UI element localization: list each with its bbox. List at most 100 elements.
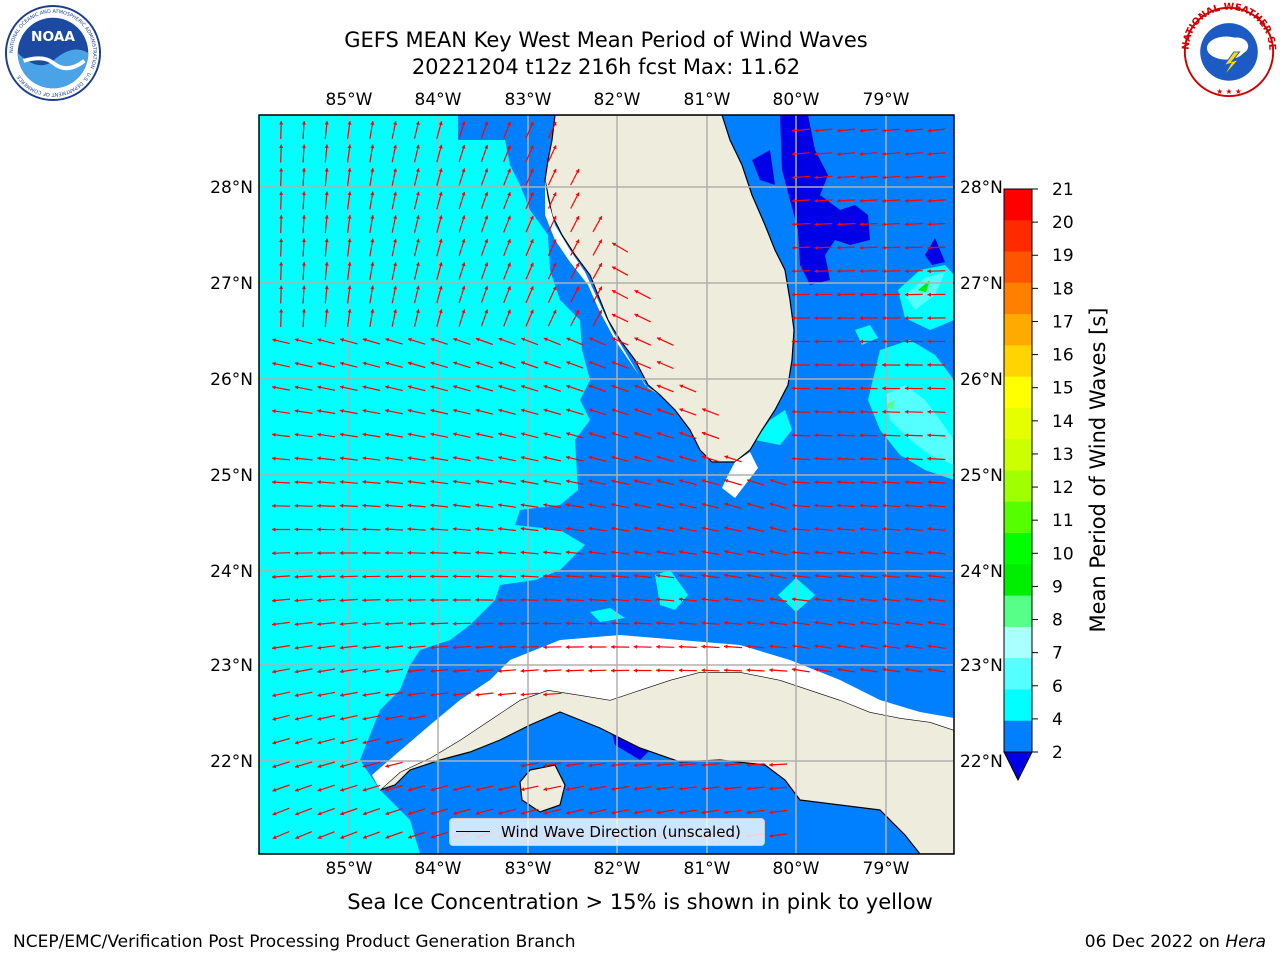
wave-arrow-head	[294, 669, 299, 674]
wave-arrow-head	[611, 573, 615, 578]
wave-arrow-head	[415, 309, 420, 314]
wave-arrow-head	[566, 408, 571, 413]
wave-arrow-head	[461, 191, 466, 196]
colorbar-tick-label: 17	[1052, 312, 1074, 332]
cyan-patch-4	[755, 410, 792, 445]
wave-arrow-head	[507, 309, 511, 314]
wave-arrow-head	[393, 191, 398, 196]
lat-label-right: 24°N	[960, 562, 1003, 582]
wave-arrow-head	[552, 145, 557, 150]
wave-arrow-head	[294, 622, 299, 627]
wave-period-lt2-fill-3	[752, 150, 775, 185]
wave-arrow-head	[317, 622, 321, 627]
wave-arrow-head	[317, 811, 322, 816]
wave-arrow-head	[385, 621, 389, 626]
wave-arrow-head	[588, 526, 593, 531]
wave-arrow-head	[317, 338, 322, 342]
wave-arrow-head	[393, 168, 398, 172]
wave-arrow-head	[791, 503, 796, 508]
wave-arrow-head	[520, 668, 525, 673]
wave-arrow-head	[272, 598, 276, 603]
wave-arrow-head	[552, 262, 557, 267]
wave-arrow-head	[498, 645, 502, 650]
wave-arrow-head	[701, 644, 705, 649]
wave-arrow-head	[301, 309, 306, 313]
wave-arrow-head	[927, 409, 931, 414]
colorbar-tick-label: 14	[1052, 412, 1074, 432]
lon-labels-bottom: 85°W 84°W 83°W 82°W 81°W 80°W 79°W	[326, 859, 910, 879]
wave-arrow-head	[859, 362, 864, 367]
wave-arrow-head	[438, 262, 443, 267]
wave-arrow-head	[362, 598, 366, 603]
wave-arrow-head	[859, 620, 864, 625]
wave-arrow-head	[814, 386, 818, 391]
wave-arrow-head	[294, 693, 299, 698]
wave-arrow-head	[520, 574, 525, 579]
wave-arrow-head	[837, 480, 841, 485]
wave-arrow-head	[679, 384, 684, 389]
colorbar-segment	[1004, 626, 1032, 659]
wave-arrow-head	[362, 669, 367, 674]
wave-arrow-head	[475, 361, 480, 366]
wave-arrow-head	[340, 409, 344, 413]
wave-arrow-head	[633, 786, 638, 791]
wave-arrow-head	[588, 479, 593, 484]
wave-arrow-head	[407, 550, 412, 555]
wave-arrow-head	[498, 479, 502, 484]
wave-arrow-head	[656, 550, 660, 555]
wave-arrow-head	[904, 503, 909, 508]
wave-arrow-head	[575, 216, 580, 220]
wave-arrow-head	[634, 313, 639, 318]
wave-arrow-head	[393, 238, 398, 243]
wave-arrow-head	[385, 337, 390, 342]
wave-arrow-head	[552, 121, 557, 126]
lat-label-right: 22°N	[960, 752, 1003, 772]
wave-arrow-head	[927, 433, 931, 438]
wave-arrow-head	[814, 316, 818, 321]
wave-arrow-head	[407, 716, 412, 721]
wave-arrow-head	[701, 431, 706, 436]
wave-arrow-head	[415, 191, 420, 196]
wave-arrow-head	[656, 526, 661, 531]
wave-arrow-head	[746, 597, 751, 602]
wave-arrow-head	[294, 432, 299, 437]
wave-arrow-head	[543, 787, 548, 792]
wave-arrow-head	[347, 238, 352, 243]
wave-arrow-head	[362, 574, 366, 579]
wave-arrow-head	[272, 787, 277, 792]
nws-logo: NATIONAL WEATHER SERVICE ★ ★ ★	[1178, 2, 1277, 98]
wave-arrow-head	[295, 787, 299, 792]
wave-arrow-head	[279, 121, 284, 125]
wave-arrow-head	[475, 668, 479, 673]
wave-arrow-head	[301, 238, 306, 243]
wave-arrow-head	[521, 361, 525, 366]
wave-arrow-head	[904, 573, 909, 578]
wave-arrow-head	[747, 478, 751, 483]
wave-arrow-head	[724, 502, 729, 507]
wave-arrow-head	[294, 598, 299, 603]
wave-arrow-head	[837, 526, 841, 531]
wave-arrow-head	[498, 550, 502, 555]
wave-arrow-head	[393, 144, 398, 149]
wave-arrow-head	[317, 716, 322, 721]
colorbar-tick-label: 20	[1052, 213, 1074, 233]
wave-arrow-head	[679, 431, 684, 436]
wave-arrow-head	[859, 175, 864, 180]
wave-arrow-head	[272, 551, 276, 556]
wave-arrow-head	[385, 550, 389, 555]
wave-arrow-head	[904, 409, 909, 414]
wave-arrow-head	[520, 763, 525, 768]
wave-arrow-head	[791, 269, 796, 274]
wave-arrow-head	[612, 266, 617, 271]
wave-arrow-head	[430, 692, 434, 697]
wave-arrow-head	[904, 198, 909, 203]
wave-arrow-head	[452, 692, 457, 697]
wave-arrow-head	[370, 238, 375, 243]
wave-arrow-head	[882, 620, 886, 625]
colorbar-tick-label: 21	[1052, 180, 1074, 200]
wave-arrow-head	[498, 668, 502, 673]
colorbar-tick-label: 7	[1052, 644, 1063, 664]
wave-arrow-head	[407, 385, 412, 390]
wave-arrow-head	[611, 384, 616, 389]
wave-arrow-head	[324, 285, 329, 290]
